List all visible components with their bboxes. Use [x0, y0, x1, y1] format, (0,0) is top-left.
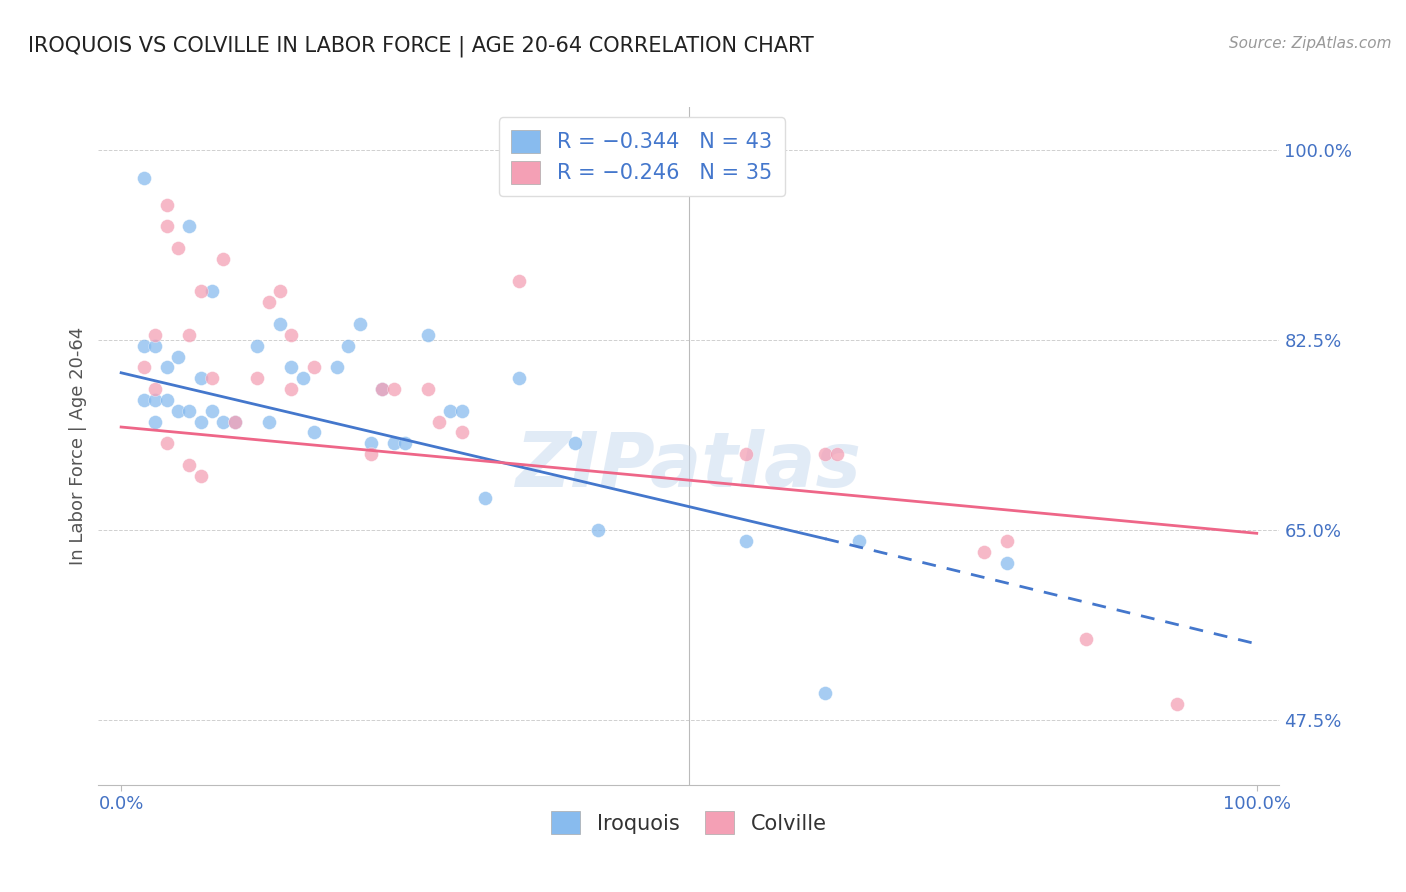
Point [326, 360, 349, 375]
Point [190, 371, 212, 385]
Point [132, 339, 155, 353]
Point [1166, 697, 1188, 711]
Point [337, 339, 360, 353]
Text: ZIPatlas: ZIPatlas [516, 429, 862, 503]
Point [179, 327, 201, 342]
Text: Source: ZipAtlas.com: Source: ZipAtlas.com [1229, 36, 1392, 51]
Point [450, 425, 472, 440]
Point [280, 360, 302, 375]
Point [132, 360, 155, 375]
Point [1076, 632, 1098, 646]
Point [734, 447, 756, 461]
Point [224, 415, 246, 429]
Point [143, 327, 166, 342]
Point [541, 144, 564, 158]
Point [439, 403, 461, 417]
Point [995, 556, 1018, 570]
Point [995, 533, 1018, 548]
Point [155, 392, 177, 407]
Point [167, 241, 190, 255]
Point [155, 436, 177, 450]
Point [224, 415, 246, 429]
Point [190, 415, 212, 429]
Point [155, 197, 177, 211]
Point [416, 327, 439, 342]
Point [257, 415, 280, 429]
Point [212, 415, 235, 429]
Point [132, 170, 155, 185]
Point [360, 436, 382, 450]
Point [167, 350, 190, 364]
Point [394, 436, 416, 450]
Point [349, 317, 371, 331]
Point [280, 382, 302, 396]
Point [360, 447, 382, 461]
Point [212, 252, 235, 266]
Point [302, 360, 325, 375]
Point [179, 403, 201, 417]
Y-axis label: In Labor Force | Age 20-64: In Labor Force | Age 20-64 [69, 326, 87, 566]
Point [246, 371, 269, 385]
Point [257, 295, 280, 310]
Point [201, 285, 224, 299]
Point [416, 382, 439, 396]
Point [474, 491, 496, 505]
Point [371, 382, 394, 396]
Point [190, 285, 212, 299]
Point [450, 403, 472, 417]
Point [143, 392, 166, 407]
Point [155, 360, 177, 375]
Point [382, 382, 405, 396]
Point [508, 274, 530, 288]
Point [825, 447, 848, 461]
Legend: Iroquois, Colville: Iroquois, Colville [543, 803, 835, 842]
Point [269, 285, 291, 299]
Point [564, 436, 586, 450]
Point [541, 144, 564, 158]
Text: IROQUOIS VS COLVILLE IN LABOR FORCE | AGE 20-64 CORRELATION CHART: IROQUOIS VS COLVILLE IN LABOR FORCE | AG… [28, 36, 814, 57]
Point [586, 523, 609, 537]
Point [382, 436, 405, 450]
Point [143, 415, 166, 429]
Point [508, 371, 530, 385]
Point [814, 686, 837, 700]
Point [246, 339, 269, 353]
Point [371, 382, 394, 396]
Point [269, 317, 291, 331]
Point [848, 533, 870, 548]
Point [814, 447, 837, 461]
Point [167, 403, 190, 417]
Point [280, 327, 302, 342]
Point [427, 415, 450, 429]
Point [143, 339, 166, 353]
Point [132, 392, 155, 407]
Point [179, 219, 201, 234]
Point [734, 533, 756, 548]
Point [143, 382, 166, 396]
Point [201, 371, 224, 385]
Point [190, 468, 212, 483]
Point [973, 545, 995, 559]
Point [302, 425, 325, 440]
Point [291, 371, 314, 385]
Point [201, 403, 224, 417]
Point [155, 219, 177, 234]
Point [179, 458, 201, 472]
